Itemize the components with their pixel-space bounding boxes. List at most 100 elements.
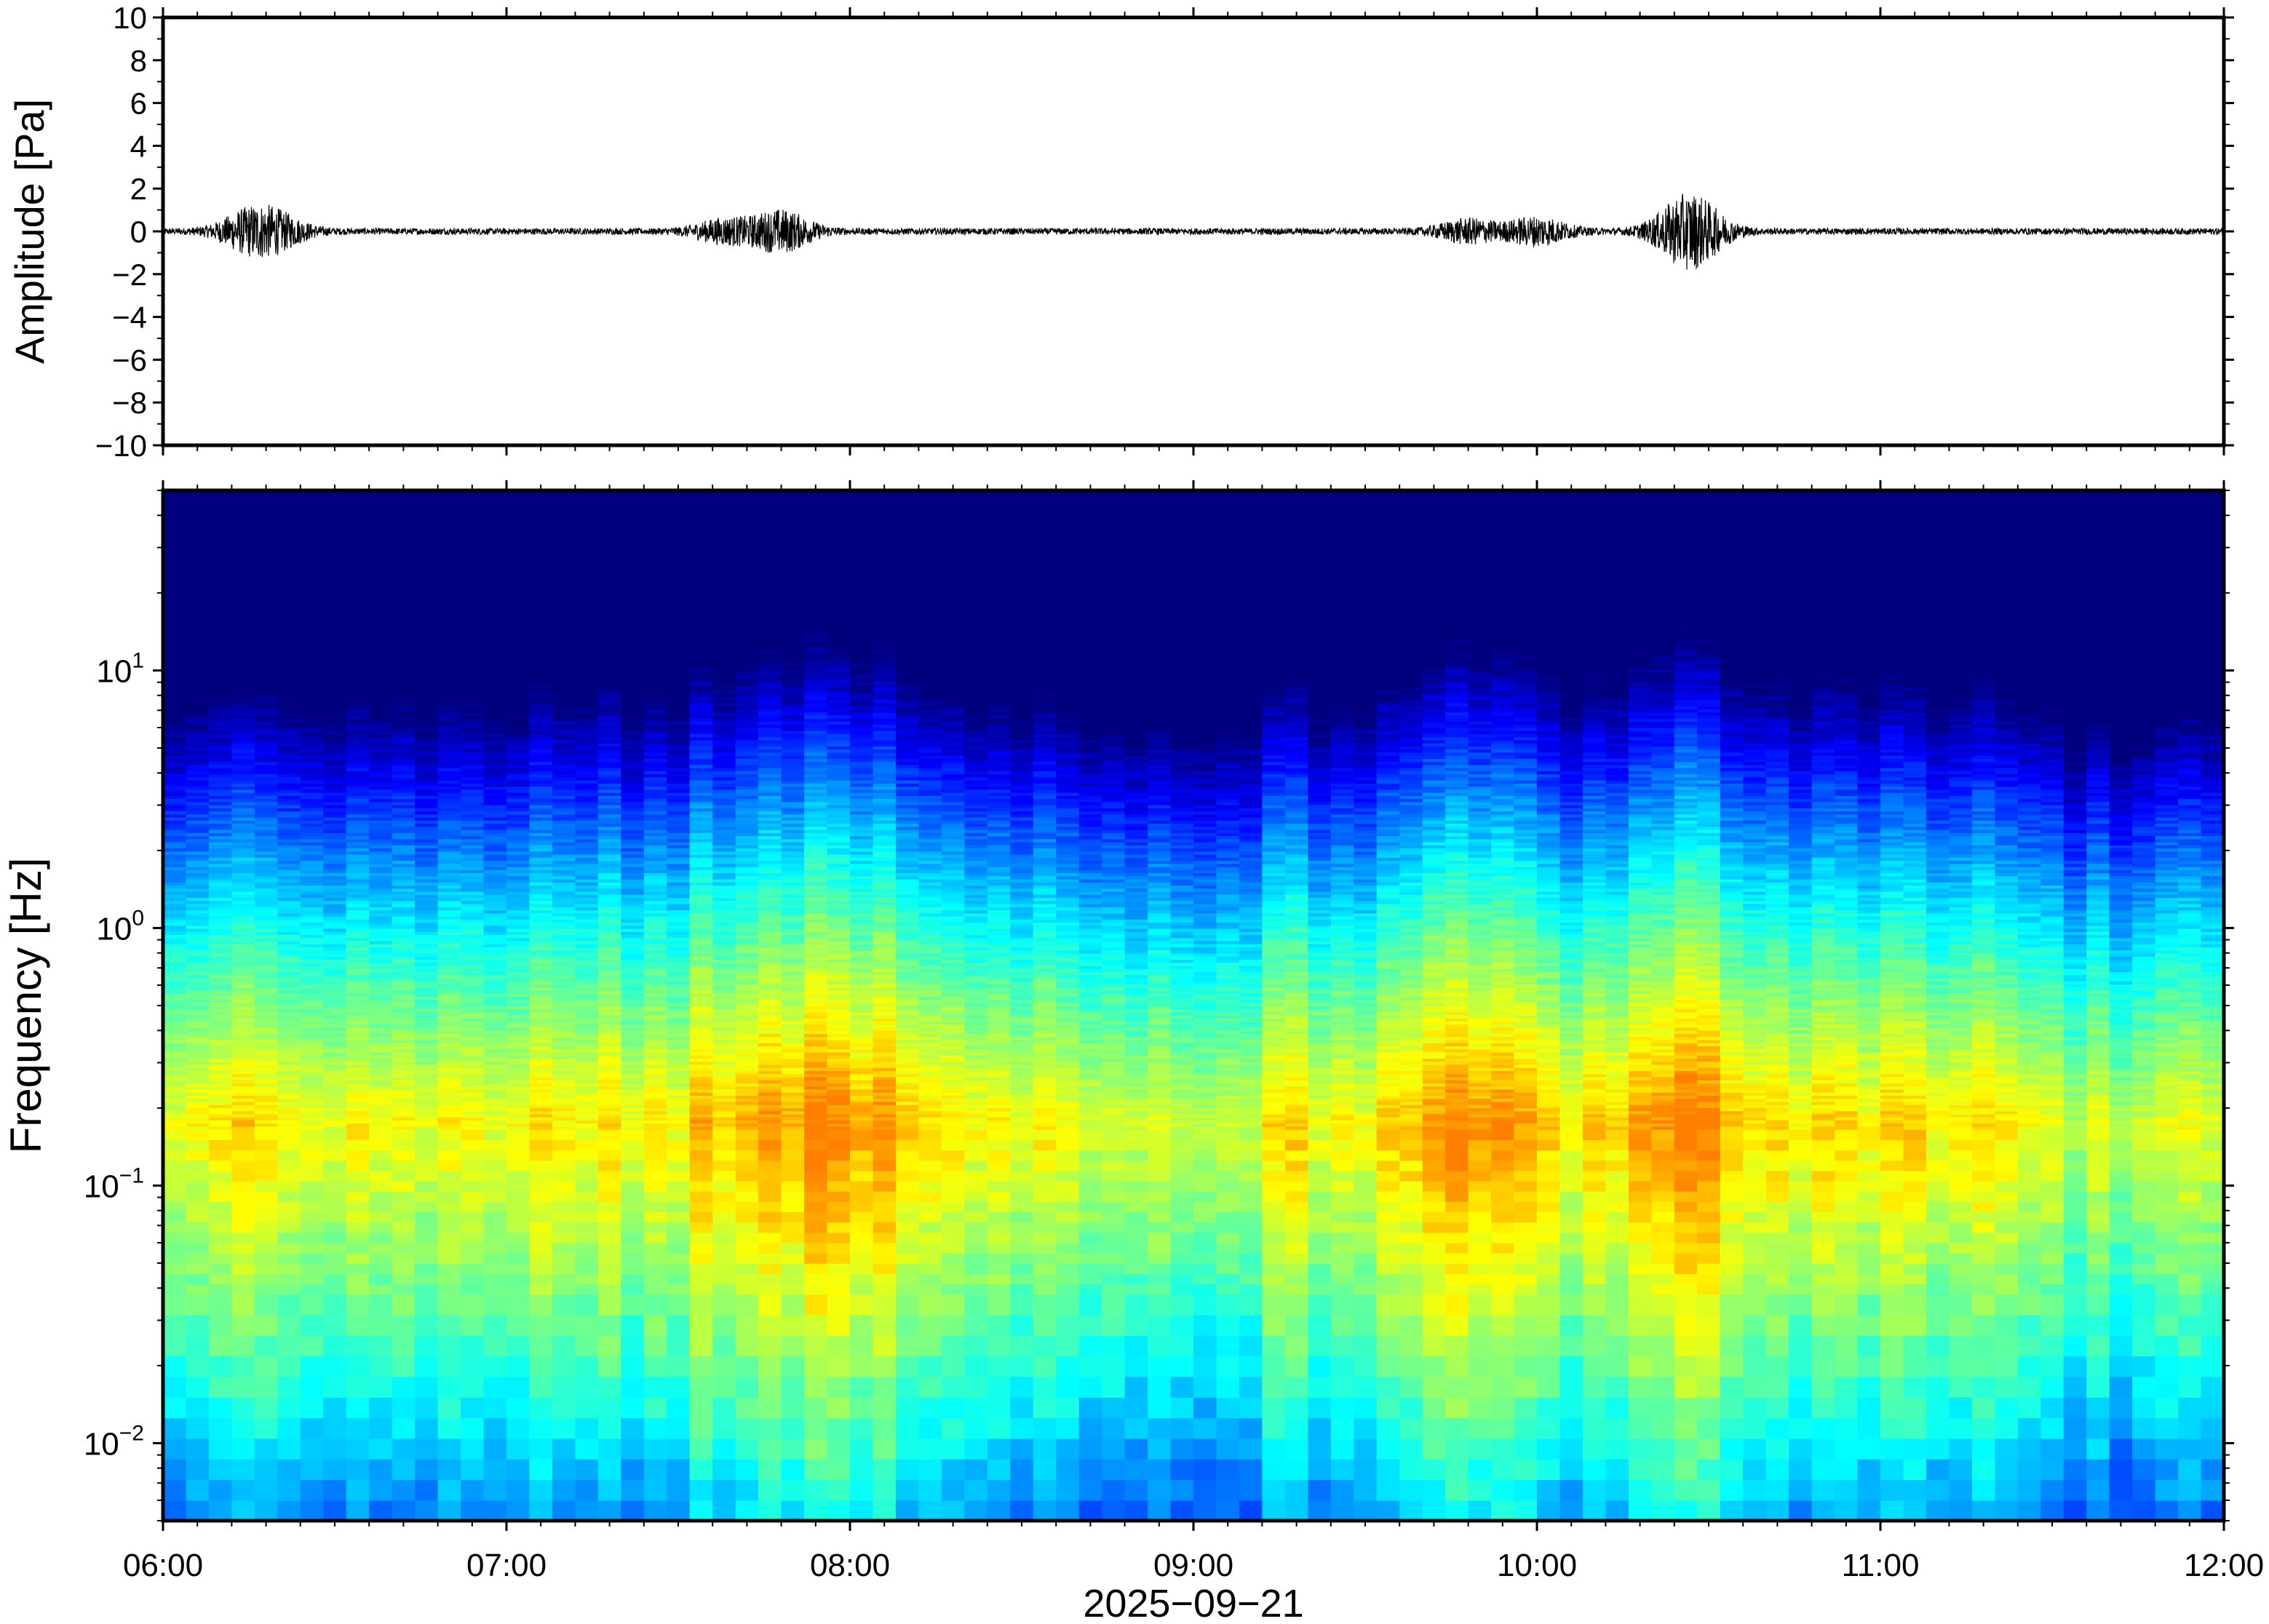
spectrogram-cell bbox=[506, 663, 530, 666]
spectrogram-cell bbox=[575, 1181, 598, 1192]
spectrogram-cell bbox=[438, 610, 461, 613]
spectrogram-cell bbox=[231, 560, 255, 564]
spectrogram-cell bbox=[186, 848, 210, 851]
spectrogram-cell bbox=[231, 1062, 255, 1065]
spectrogram-cell bbox=[369, 1018, 392, 1022]
spectrogram-cell bbox=[255, 842, 278, 845]
spectrogram-cell bbox=[484, 1211, 507, 1222]
spectrogram-cell bbox=[392, 533, 416, 536]
spectrogram-cell bbox=[163, 675, 186, 679]
spectrogram-cell bbox=[598, 533, 621, 536]
spectrogram-cell bbox=[530, 502, 553, 506]
spectrogram-cell bbox=[209, 1377, 232, 1398]
spectrogram-cell bbox=[186, 1150, 210, 1161]
spectrogram-cell bbox=[346, 1080, 370, 1083]
spectrogram-cell bbox=[186, 876, 210, 880]
spectrogram-cell bbox=[369, 520, 392, 524]
spectrogram-cell bbox=[438, 1417, 461, 1438]
spectrogram-cell bbox=[621, 823, 644, 827]
spectrogram-cell bbox=[323, 610, 346, 613]
spectrogram-cell bbox=[163, 688, 186, 691]
spectrogram-cell bbox=[598, 934, 621, 938]
spectrogram-cell bbox=[438, 650, 461, 654]
spectrogram-cell bbox=[346, 1062, 370, 1065]
spectrogram-cell bbox=[277, 1201, 301, 1212]
spectrogram-cell bbox=[530, 947, 553, 950]
spectrogram-cell bbox=[506, 1335, 530, 1356]
spectrogram-cell bbox=[301, 592, 324, 595]
spectrogram-cell bbox=[461, 953, 484, 957]
spectrogram-cell bbox=[369, 1459, 392, 1480]
spectrogram-cell bbox=[598, 709, 621, 712]
spectrogram-cell bbox=[255, 1126, 278, 1130]
spectrogram-cell bbox=[231, 715, 255, 719]
spectrogram-cell bbox=[461, 644, 484, 648]
spectrogram-cell bbox=[461, 597, 484, 601]
spectrogram-cell bbox=[231, 913, 255, 917]
spectrogram-cell bbox=[163, 539, 186, 543]
spectrogram-cell bbox=[209, 579, 232, 583]
spectrogram-cell bbox=[255, 1018, 278, 1022]
spectrogram-cell bbox=[575, 1243, 598, 1254]
spectrogram-cell bbox=[530, 626, 553, 629]
spectrogram-cell bbox=[231, 1335, 255, 1356]
spectrogram-cell bbox=[598, 1120, 621, 1123]
spectrogram-cell bbox=[484, 548, 507, 552]
spectrogram-cell bbox=[346, 567, 370, 570]
spectrogram-cell bbox=[552, 1043, 576, 1046]
spectrogram-cell bbox=[301, 1253, 324, 1264]
spectrogram-cell bbox=[392, 1062, 416, 1065]
spectrogram-cell bbox=[277, 579, 301, 583]
spectrogram-cell bbox=[277, 752, 301, 756]
spectrogram-cell bbox=[255, 688, 278, 691]
spectrogram-cell bbox=[621, 1181, 644, 1192]
spectrogram-cell bbox=[346, 638, 370, 642]
spectrogram-cell bbox=[438, 971, 461, 975]
spectrogram-cell bbox=[369, 688, 392, 691]
spectrogram-cell bbox=[392, 765, 416, 768]
spectrogram-cell bbox=[575, 1222, 598, 1233]
spectrogram-cell bbox=[415, 703, 438, 706]
spectrogram-cell bbox=[415, 978, 438, 982]
spectrogram-cell bbox=[301, 1139, 324, 1150]
spectrogram-cell bbox=[575, 798, 598, 802]
spectrogram-cell bbox=[530, 721, 553, 725]
spectrogram-cell bbox=[392, 1191, 416, 1202]
spectrogram-cell bbox=[277, 1160, 301, 1171]
spectrogram-cell bbox=[575, 721, 598, 725]
spectrogram-cell bbox=[438, 632, 461, 635]
spectrogram-cell bbox=[552, 604, 576, 608]
spectrogram-cell bbox=[231, 663, 255, 666]
spectrogram-cell bbox=[461, 857, 484, 861]
spectrogram-cell bbox=[209, 1074, 232, 1078]
spectrogram-cell bbox=[598, 1315, 621, 1336]
spectrogram-cell bbox=[392, 604, 416, 608]
spectrogram-cell bbox=[392, 1233, 416, 1243]
spectrogram-cell bbox=[392, 626, 416, 629]
spectrogram-cell bbox=[231, 817, 255, 821]
spectrogram-cell bbox=[277, 1003, 301, 1006]
spectrogram-cell bbox=[575, 656, 598, 660]
spectrogram-cell bbox=[301, 882, 324, 885]
spectrogram-cell bbox=[438, 913, 461, 917]
spectrogram-cell bbox=[438, 926, 461, 929]
spectrogram-cell bbox=[346, 798, 370, 802]
spectrogram-cell bbox=[277, 1114, 301, 1118]
spectrogram-cell bbox=[369, 1037, 392, 1040]
spectrogram-cell bbox=[415, 765, 438, 768]
spectrogram-cell bbox=[277, 996, 301, 1000]
spectrogram-cell bbox=[484, 1417, 507, 1438]
spectrogram-cell bbox=[301, 1181, 324, 1192]
spectrogram-cell bbox=[575, 1074, 598, 1078]
spectrogram-cell bbox=[163, 721, 186, 725]
spectrogram-cell bbox=[163, 733, 186, 737]
spectrogram-cell bbox=[575, 842, 598, 845]
spectrogram-cell bbox=[277, 869, 301, 873]
spectrogram-cell bbox=[392, 693, 416, 697]
spectrogram-cell bbox=[255, 638, 278, 642]
spectrogram-cell bbox=[323, 888, 346, 892]
spectrogram-cell bbox=[621, 1049, 644, 1053]
spectrogram-cell bbox=[369, 715, 392, 719]
spectrogram-cell bbox=[369, 907, 392, 910]
spectrogram-cell bbox=[301, 1335, 324, 1356]
